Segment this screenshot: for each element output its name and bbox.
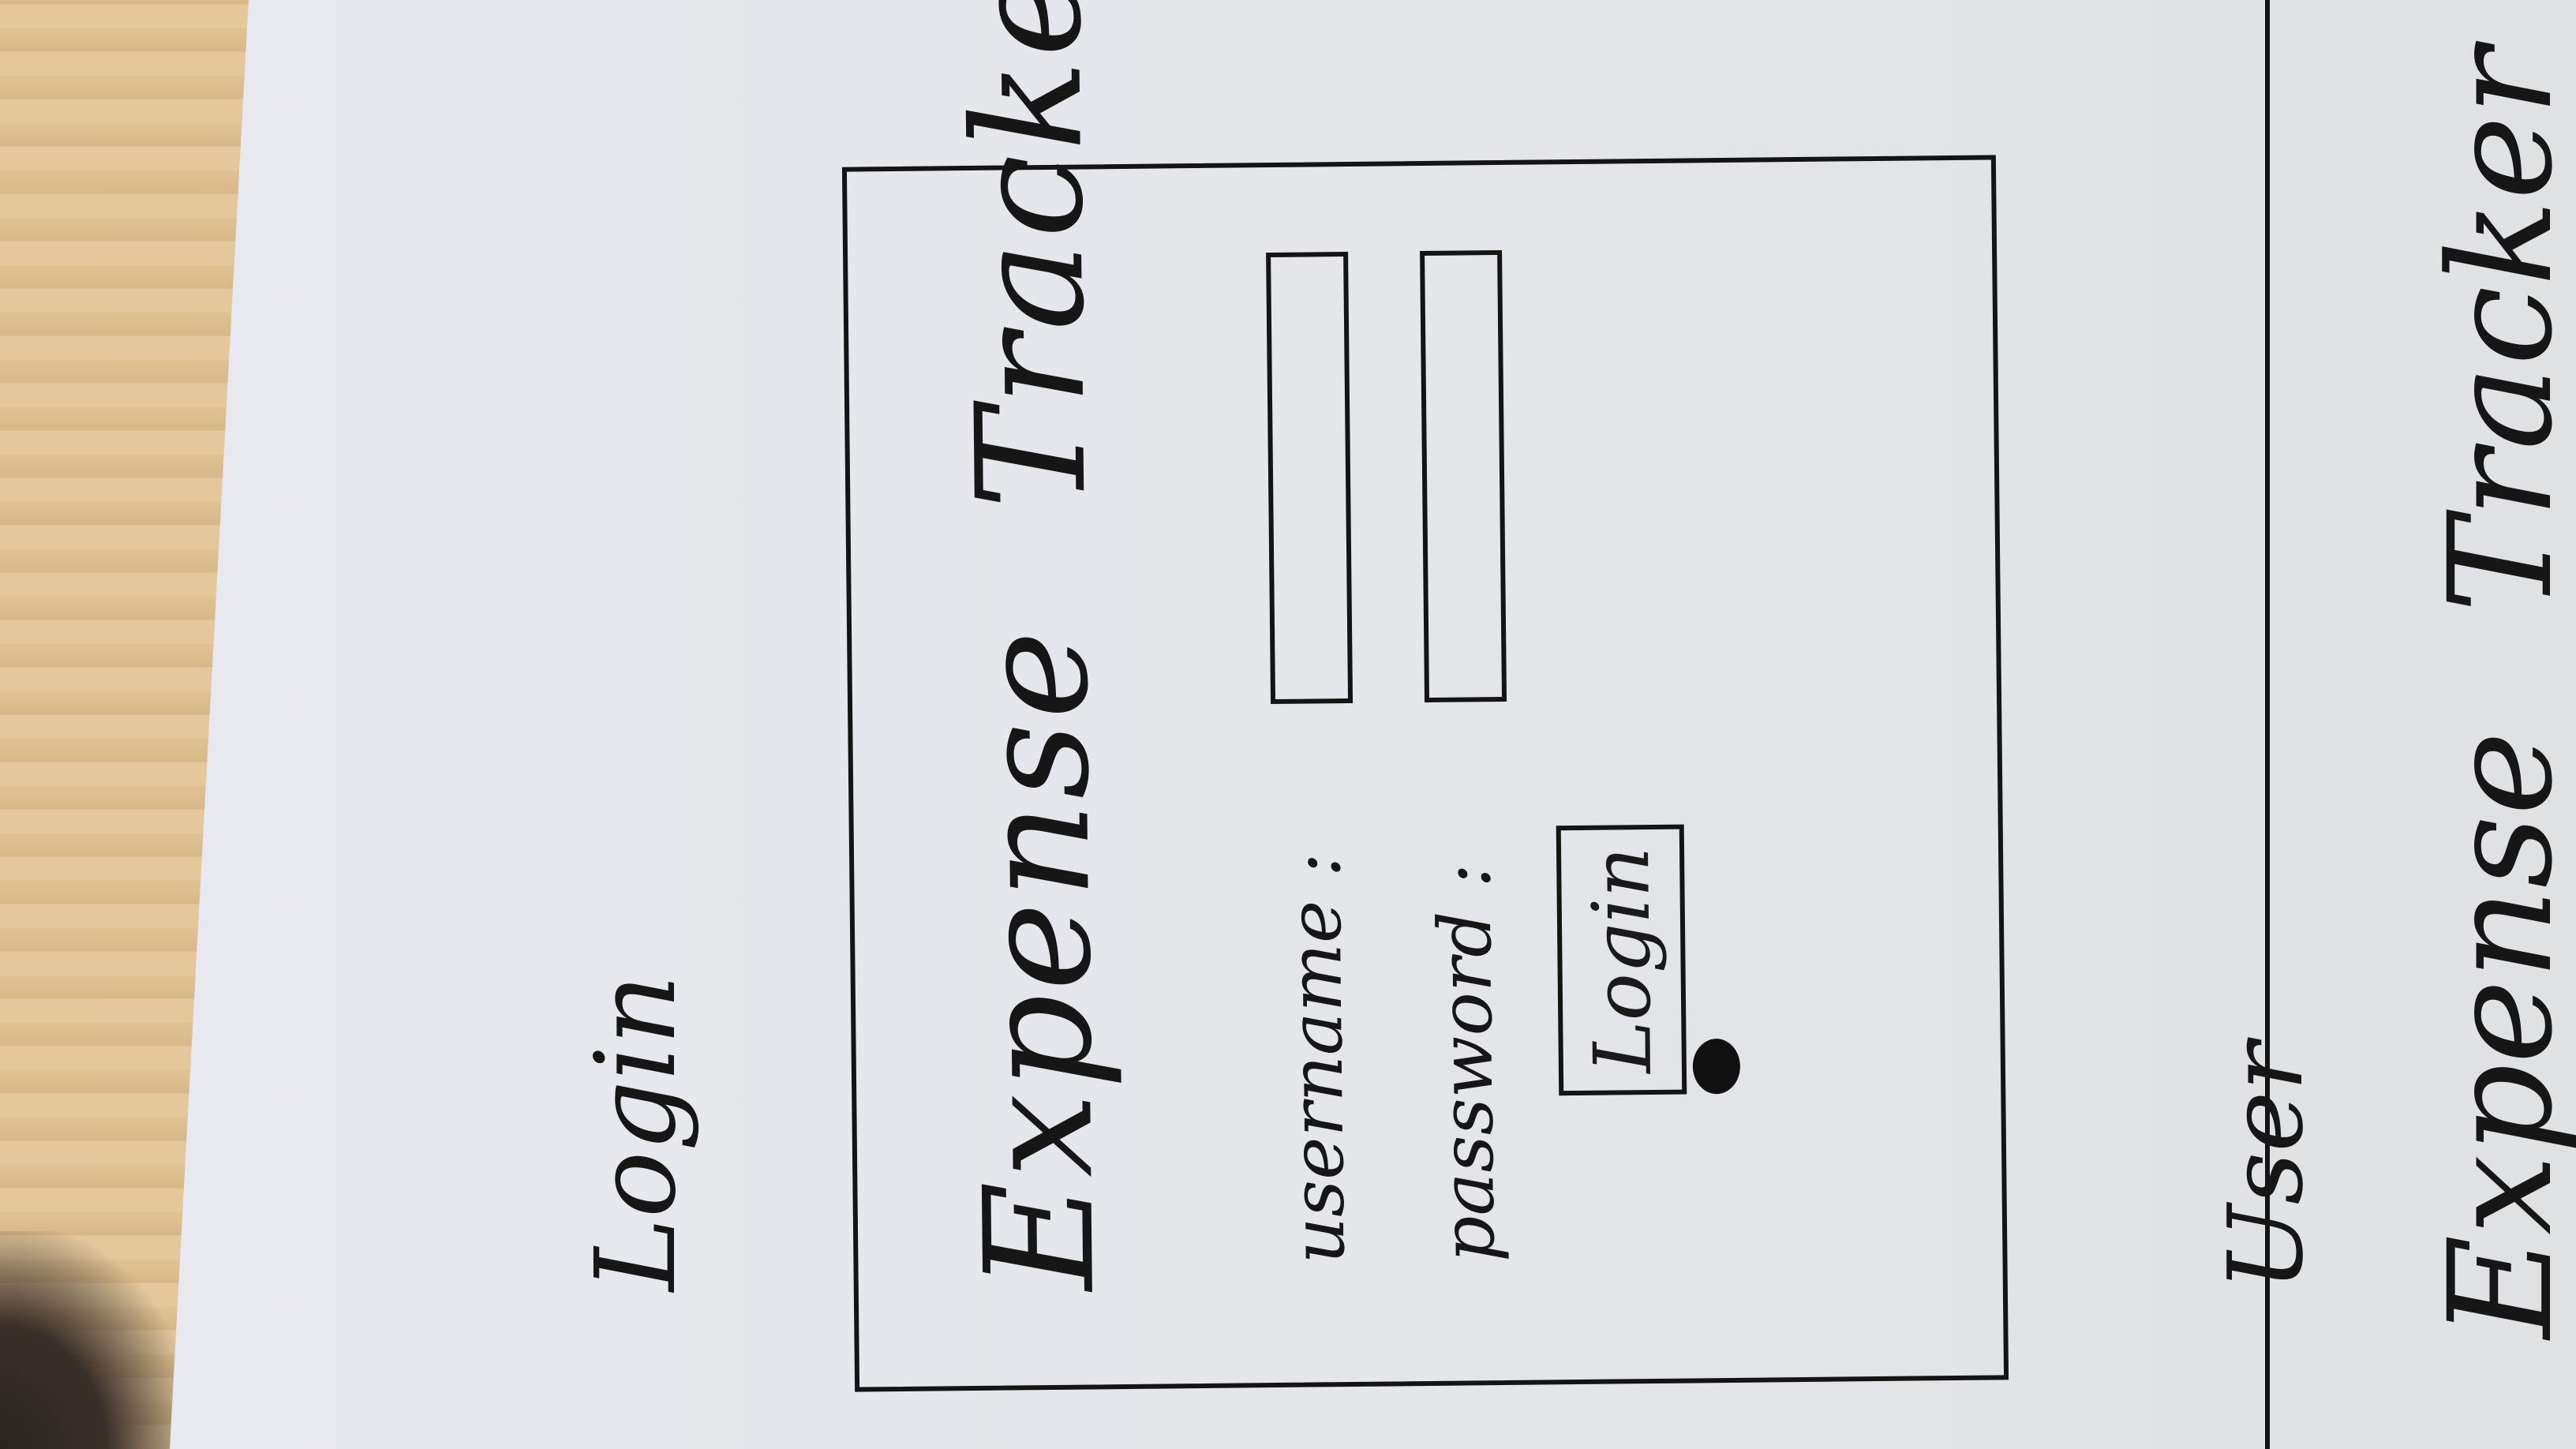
password-label: password : [1422,863,1511,1264]
login-screen-frame: Expense Tracker username : password : Log… [841,0,2009,1392]
paper-sheet: Login Expense Tracker username : password… [170,0,2576,1449]
user-page-title-word1: Expense [2419,731,2576,1339]
login-button[interactable]: Login [1556,824,1687,1096]
app-title-word1: Expense [946,626,1128,1292]
page-label-login: Login [572,974,701,1291]
password-field[interactable] [1420,249,1507,703]
user-page-title-word2: Tracker [2419,47,2576,613]
wireframe-sketch: Login Expense Tracker username : password… [170,0,2576,1449]
app-title-word2: Tracker [938,0,1120,511]
ink-blot [1692,1038,1741,1095]
user-page-title: Expense Tracker [2419,48,2576,1339]
username-label: username : [1272,852,1361,1265]
username-field[interactable] [1266,251,1354,705]
login-button-label: Login [1574,846,1669,1074]
table-shadow [0,1231,189,1449]
page-label-user: User [2206,1042,2326,1291]
app-title: Expense Tracker [938,0,1128,1291]
